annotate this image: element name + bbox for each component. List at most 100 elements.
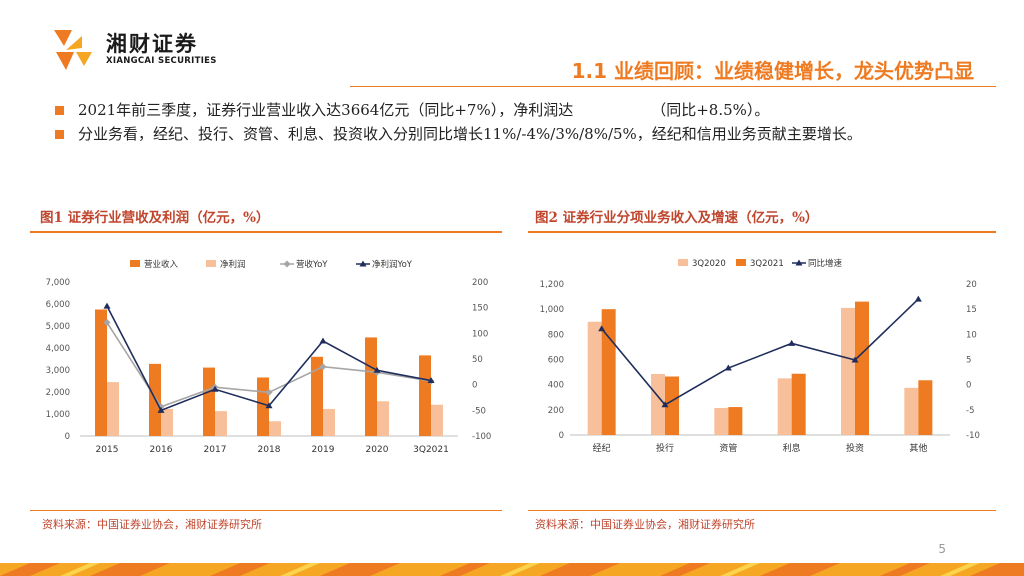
line-同比增速 [601, 298, 919, 406]
bar-净利润 [107, 382, 119, 436]
point-同比增速 [914, 295, 922, 302]
y2-tick-label: -50 [472, 406, 486, 416]
y2-tick-label: 200 [472, 278, 488, 288]
bar-3Q2021 [918, 380, 933, 435]
x-tick-label: 2020 [366, 445, 389, 455]
x-tick-label: 资管 [719, 442, 737, 454]
legend-label: 营收YoY [296, 259, 328, 270]
bar-营业收入 [95, 309, 107, 436]
bar-3Q2021 [665, 376, 679, 435]
y-tick-label: 1,200 [540, 280, 564, 290]
bar-3Q2021 [601, 309, 616, 435]
logo-name-en: XIANGCAI SECURITIES [106, 56, 217, 66]
point-净利润YoY [319, 337, 327, 344]
x-tick-label: 投行 [656, 442, 674, 454]
title-divider [350, 86, 996, 87]
x-tick-label: 2015 [96, 445, 119, 455]
bar-净利润 [161, 408, 173, 436]
point-净利润YoY [211, 385, 219, 392]
legend-swatch-3Q2020 [678, 259, 688, 266]
bar-营业收入 [365, 337, 377, 436]
bar-3Q2020 [651, 373, 665, 435]
x-tick-label: 其他 [909, 442, 927, 454]
bar-营业收入 [203, 367, 215, 436]
point-同比增速 [598, 325, 606, 332]
legend-label: 3Q2020 [692, 259, 726, 269]
point-净利润YoY [157, 406, 165, 413]
y2-tick-label: 150 [472, 304, 488, 314]
bar-净利润 [323, 408, 335, 436]
x-tick-label: 2019 [312, 445, 335, 455]
logo-name-cn: 湘财证券 [106, 32, 198, 56]
point-同比增速 [788, 339, 796, 346]
y-tick-label: 0 [559, 431, 564, 441]
x-tick-label: 2016 [150, 445, 173, 455]
y2-tick-label: 10 [966, 330, 977, 340]
x-tick-label: 利息 [783, 442, 801, 454]
bar-3Q2020 [777, 378, 792, 435]
bar-净利润 [269, 421, 281, 436]
legend-marker-同比增速 [795, 259, 803, 266]
bullet-text: 2021年前三季度，证券行业营业收入达3664亿元（同比+7%），净利润达 [78, 101, 574, 119]
bullet-square-icon [55, 130, 64, 139]
figure1-bottom-rule [30, 510, 502, 511]
y-tick-label: 6,000 [46, 300, 70, 310]
y-tick-label: 0 [65, 432, 70, 442]
point-净利润YoY [103, 302, 111, 309]
x-tick-label: 3Q2021 [413, 445, 449, 455]
y-tick-label: 1,000 [46, 410, 70, 420]
figure1-source: 资料来源：中国证券业协会，湘财证券研究所 [42, 518, 262, 531]
x-tick-label: 2017 [204, 445, 227, 455]
bar-3Q2020 [587, 321, 602, 435]
y2-tick-label: 0 [472, 381, 477, 391]
bullet-item: 分业务看，经纪、投行、资管、利息、投资收入分别同比增长11%/-4%/3%/8%… [55, 122, 915, 146]
figure2-source: 资料来源：中国证券业协会，湘财证券研究所 [535, 518, 755, 531]
legend-label: 同比增速 [808, 258, 843, 269]
legend-marker-净利润YoY [359, 260, 367, 267]
legend-label: 3Q2021 [750, 259, 784, 269]
legend-label: 营业收入 [144, 259, 179, 270]
y-tick-label: 4,000 [46, 344, 70, 354]
legend-swatch-净利润 [206, 260, 216, 267]
y-tick-label: 1,000 [540, 305, 564, 315]
y-tick-label: 3,000 [46, 366, 70, 376]
bullet-square-icon [55, 106, 64, 115]
y2-tick-label: 50 [472, 355, 483, 365]
bar-净利润 [431, 404, 443, 436]
bar-营业收入 [419, 355, 431, 436]
y-tick-label: 800 [548, 330, 564, 340]
point-净利润YoY [373, 366, 381, 373]
page-number: 5 [938, 542, 946, 556]
y-tick-label: 400 [548, 381, 564, 391]
y-tick-label: 2,000 [46, 388, 70, 398]
y-tick-label: 600 [548, 356, 564, 366]
bar-3Q2021 [728, 407, 743, 435]
figure2-bottom-rule [528, 510, 996, 511]
legend-marker-营收YoY [283, 260, 291, 268]
logo: 湘财证券 XIANGCAI SECURITIES [52, 26, 217, 72]
y2-tick-label: -100 [472, 432, 491, 442]
bar-3Q2020 [904, 387, 919, 435]
bar-3Q2021 [791, 373, 806, 435]
page-title: 1.1 业绩回顾：业绩稳健增长，龙头优势凸显 [571, 59, 974, 83]
figure2-title: 图2 证券行业分项业务收入及增速（亿元，%） [535, 210, 819, 226]
bullet-text-tail: （同比+8.5%）。 [651, 101, 770, 119]
y-tick-label: 5,000 [46, 322, 70, 332]
logo-mark-icon [54, 30, 92, 70]
figure1-top-rule [30, 231, 502, 233]
y2-tick-label: 5 [966, 356, 971, 366]
y2-tick-label: 15 [966, 305, 977, 315]
point-净利润YoY [265, 402, 273, 409]
point-营收YoY [265, 388, 273, 396]
y-tick-label: 7,000 [46, 278, 70, 288]
point-净利润YoY [427, 377, 435, 384]
x-tick-label: 经纪 [593, 442, 611, 454]
legend-label: 净利润 [220, 259, 246, 270]
x-tick-label: 投资 [846, 442, 864, 454]
point-营收YoY [103, 319, 111, 327]
bar-3Q2021 [855, 301, 869, 435]
bullet-list: 2021年前三季度，证券行业营业收入达3664亿元（同比+7%），净利润达 （同比… [55, 98, 915, 146]
bullet-text: 分业务看，经纪、投行、资管、利息、投资收入分别同比增长11%/-4%/3%/8%… [78, 125, 862, 143]
bar-3Q2020 [841, 307, 855, 435]
point-同比增速 [661, 401, 669, 408]
